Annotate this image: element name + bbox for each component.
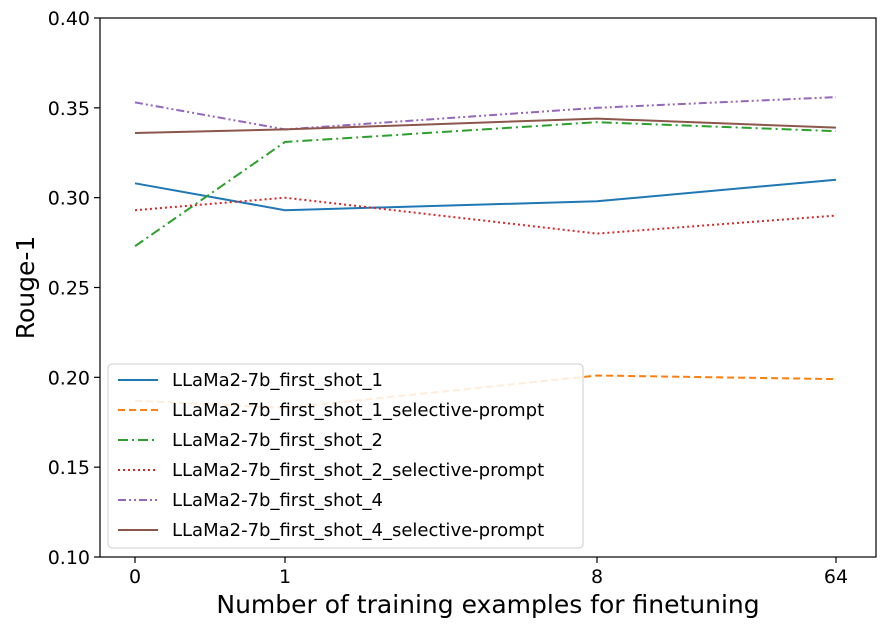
x-axis-label: Number of training examples for finetuni… — [216, 590, 759, 619]
x-tick-label: 8 — [591, 566, 603, 588]
axis-ticks: 0.10 0.15 0.20 0.25 0.30 0.35 0.40 0 1 8 64 — [48, 8, 848, 588]
legend: LLaMa2-7b_first_shot_1 LLaMa2-7b_first_sh… — [107, 363, 584, 549]
y-tick-label: 0.35 — [48, 98, 90, 120]
y-tick-label: 0.10 — [48, 547, 90, 569]
legend-label: LLaMa2-7b_first_shot_2 — [172, 430, 383, 451]
series-layer — [134, 96, 837, 409]
series-line-3 — [134, 121, 837, 248]
legend-label: LLaMa2-7b_first_shot_4_selective-prompt — [172, 520, 544, 541]
x-tick-label: 0 — [129, 566, 141, 588]
y-tick-label: 0.15 — [48, 457, 90, 479]
series-line-5 — [134, 96, 837, 131]
series-line-4 — [134, 196, 837, 235]
x-tick-label: 64 — [824, 566, 848, 588]
x-tick-label: 1 — [279, 566, 291, 588]
y-tick-label: 0.40 — [48, 8, 90, 30]
legend-label: LLaMa2-7b_first_shot_1_selective-prompt — [172, 400, 544, 421]
series-line-1 — [134, 178, 837, 212]
y-tick-label: 0.25 — [48, 278, 90, 300]
legend-label: LLaMa2-7b_first_shot_1 — [172, 370, 383, 391]
y-tick-label: 0.20 — [48, 367, 90, 389]
legend-label: LLaMa2-7b_first_shot_4 — [172, 490, 383, 511]
y-tick-label: 0.30 — [48, 188, 90, 210]
y-axis-label: Rouge-1 — [11, 236, 40, 340]
legend-box — [107, 363, 584, 549]
series-line-2 — [134, 374, 837, 409]
legend-label: LLaMa2-7b_first_shot_2_selective-prompt — [172, 460, 544, 481]
series-line-6 — [134, 117, 837, 134]
